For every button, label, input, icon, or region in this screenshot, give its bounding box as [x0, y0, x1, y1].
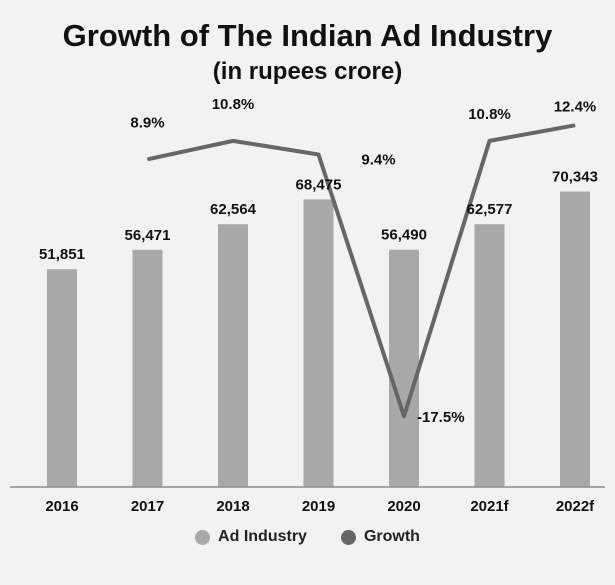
- legend-item-ad-industry: Ad Industry: [195, 528, 307, 546]
- legend-swatch-ad-industry: [195, 529, 211, 545]
- bar-2016: [47, 269, 77, 487]
- growth-point-2020: [403, 415, 405, 417]
- chart-title: Growth of The Indian Ad Industry: [62, 18, 553, 53]
- bar-2019: [303, 199, 334, 487]
- bar-value-label-2018: 62,564: [210, 201, 257, 218]
- legend-label-growth: Growth: [363, 528, 420, 545]
- legend-label-ad-industry: Ad Industry: [218, 528, 307, 545]
- bar-2022f: [560, 191, 590, 488]
- growth-label-2021f: 10.8%: [468, 106, 511, 123]
- bar-2018: [218, 224, 248, 487]
- bar-value-label-2017: 56,471: [125, 227, 171, 244]
- x-tick-label-2017: 2017: [131, 498, 164, 515]
- chart-subtitle: (in rupees crore): [212, 58, 403, 85]
- growth-point-2022f: [574, 124, 576, 126]
- legend-swatch-growth: [340, 529, 356, 545]
- growth-label-2018: 10.8%: [212, 96, 255, 113]
- legend: Ad Industry Growth: [0, 528, 615, 546]
- growth-line: [147, 123, 576, 419]
- bar-value-label-2020: 56,490: [381, 227, 427, 244]
- bar-value-label-2016: 51,851: [39, 246, 85, 263]
- x-tick-label-2016: 2016: [45, 498, 78, 515]
- growth-label-2017: 8.9%: [130, 114, 164, 131]
- bar-2020: [389, 249, 419, 487]
- x-tick-label-2019: 2019: [302, 498, 335, 515]
- legend-item-growth: Growth: [340, 528, 420, 546]
- bar-2017: [132, 249, 163, 487]
- bar-value-label-2021f: 62,577: [467, 201, 513, 218]
- x-tick-label-2022f: 2022f: [556, 498, 595, 515]
- x-tick-label-2018: 2018: [216, 498, 249, 515]
- growth-point-2019: [318, 153, 319, 155]
- x-tick-label-2020: 2020: [387, 498, 420, 515]
- bar-value-label-2019: 68,475: [296, 176, 342, 193]
- bar-2021f: [474, 224, 505, 487]
- growth-label-2020: -17.5%: [417, 409, 465, 426]
- growth-point-2017: [147, 158, 148, 160]
- growth-label-2019: 9.4%: [361, 151, 395, 168]
- growth-point-2021f: [489, 140, 490, 142]
- growth-point-2018: [232, 140, 234, 142]
- growth-label-2022f: 12.4%: [554, 98, 597, 115]
- x-tick-label-2021f: 2021f: [470, 498, 509, 515]
- bar-value-label-2022f: 70,343: [552, 169, 598, 186]
